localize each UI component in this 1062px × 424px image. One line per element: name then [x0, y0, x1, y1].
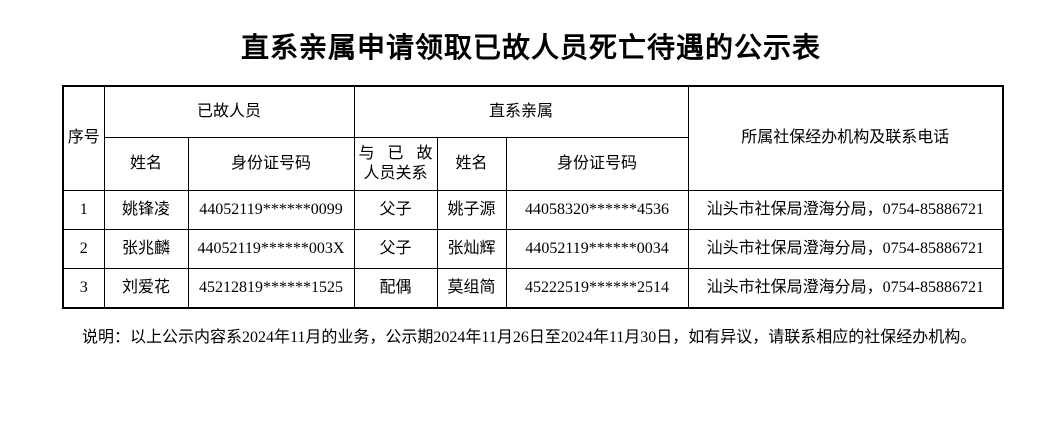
- header-relative-id: 身份证号码: [505, 137, 689, 192]
- cell-deceased-name: 刘爱花: [103, 268, 189, 309]
- cell-relative-name: 莫组简: [436, 268, 507, 309]
- note-text: 说明：以上公示内容系2024年11月的业务，公示期2024年11月26日至202…: [82, 328, 977, 346]
- table-header: 序号 已故人员 直系亲属 所属社保经办机构及联系电话 姓名 身份证号码 与 已 …: [62, 85, 1004, 192]
- cell-seq: 1: [62, 190, 105, 231]
- cell-relationship: 配偶: [353, 268, 438, 309]
- cell-relationship: 父子: [353, 229, 438, 270]
- cell-deceased-name: 张兆麟: [103, 229, 189, 270]
- header-group-row: 序号 已故人员 直系亲属 所属社保经办机构及联系电话: [62, 85, 1004, 192]
- table-row: 2 张兆麟 44052119******003X 父子 张灿辉 44052119…: [62, 229, 1004, 270]
- cell-seq: 3: [62, 268, 105, 309]
- cell-relative-id: 44058320******4536: [505, 190, 689, 231]
- cell-agency: 汕头市社保局澄海分局，0754-85886721: [687, 190, 1004, 231]
- header-deceased-group: 已故人员: [103, 85, 355, 139]
- notice-table: 序号 已故人员 直系亲属 所属社保经办机构及联系电话 姓名 身份证号码 与 已 …: [62, 84, 1005, 309]
- header-deceased-id: 身份证号码: [187, 137, 355, 192]
- cell-relative-name: 姚子源: [436, 190, 507, 231]
- header-relationship: 与 已 故 人员关系: [353, 137, 438, 192]
- header-seq: 序号: [62, 85, 105, 192]
- cell-seq: 2: [62, 229, 105, 270]
- cell-agency: 汕头市社保局澄海分局，0754-85886721: [687, 229, 1004, 270]
- table-row: 1 姚锋凌 44052119******0099 父子 姚子源 44058320…: [62, 190, 1004, 231]
- page-title: 直系亲属申请领取已故人员死亡待遇的公示表: [240, 33, 821, 64]
- cell-deceased-name: 姚锋凌: [103, 190, 189, 231]
- cell-deceased-id: 44052119******0099: [187, 190, 355, 231]
- header-relationship-line1: 与 已 故: [358, 144, 433, 162]
- header-agency: 所属社保经办机构及联系电话: [687, 85, 1004, 192]
- cell-relative-id: 44052119******0034: [505, 229, 689, 270]
- cell-relationship: 父子: [353, 190, 438, 231]
- header-relative-name: 姓名: [436, 137, 507, 192]
- cell-relative-id: 45222519******2514: [505, 268, 689, 309]
- cell-relative-name: 张灿辉: [436, 229, 507, 270]
- header-relationship-line2: 人员关系: [363, 165, 428, 183]
- cell-agency: 汕头市社保局澄海分局，0754-85886721: [687, 268, 1004, 309]
- table-row: 3 刘爱花 45212819******1525 配偶 莫组简 45222519…: [62, 268, 1004, 309]
- cell-deceased-id: 45212819******1525: [187, 268, 355, 309]
- table-body: 1 姚锋凌 44052119******0099 父子 姚子源 44058320…: [62, 190, 1004, 309]
- cell-deceased-id: 44052119******003X: [187, 229, 355, 270]
- header-deceased-name: 姓名: [103, 137, 189, 192]
- header-sub-row: 姓名 身份证号码 与 已 故 人员关系 姓名 身份证号码: [63, 137, 1003, 192]
- header-relatives-group: 直系亲属: [353, 85, 689, 139]
